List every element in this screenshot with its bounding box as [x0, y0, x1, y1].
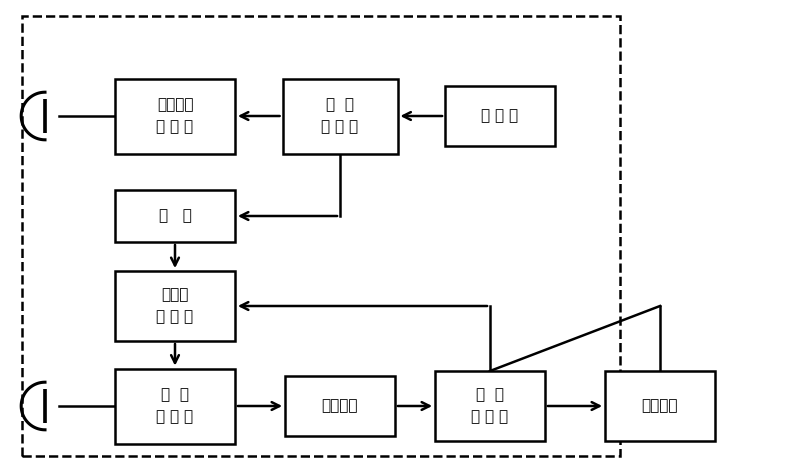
- Bar: [285, 376, 395, 436]
- Text: 延   时: 延 时: [158, 209, 191, 224]
- Bar: [282, 79, 398, 154]
- Bar: [115, 368, 235, 444]
- Bar: [115, 271, 235, 341]
- Text: 取  样
积 分 器: 取 样 积 分 器: [157, 388, 194, 424]
- Bar: [445, 86, 555, 146]
- Text: 电磁脉冲
发 生 器: 电磁脉冲 发 生 器: [157, 97, 194, 135]
- Text: 距离门
产 生 器: 距离门 产 生 器: [157, 287, 194, 325]
- Text: 放大滤波: 放大滤波: [322, 398, 358, 414]
- Text: 编 码 器: 编 码 器: [482, 108, 518, 123]
- Text: 计算单元: 计算单元: [642, 398, 678, 414]
- Bar: [115, 190, 235, 242]
- Bar: [22, 16, 620, 456]
- Text: 高  速
采 集 卡: 高 速 采 集 卡: [471, 388, 509, 424]
- Text: 脉  冲
振 荡 器: 脉 冲 振 荡 器: [322, 97, 358, 135]
- Bar: [435, 371, 545, 441]
- Bar: [115, 79, 235, 154]
- Bar: [605, 371, 715, 441]
